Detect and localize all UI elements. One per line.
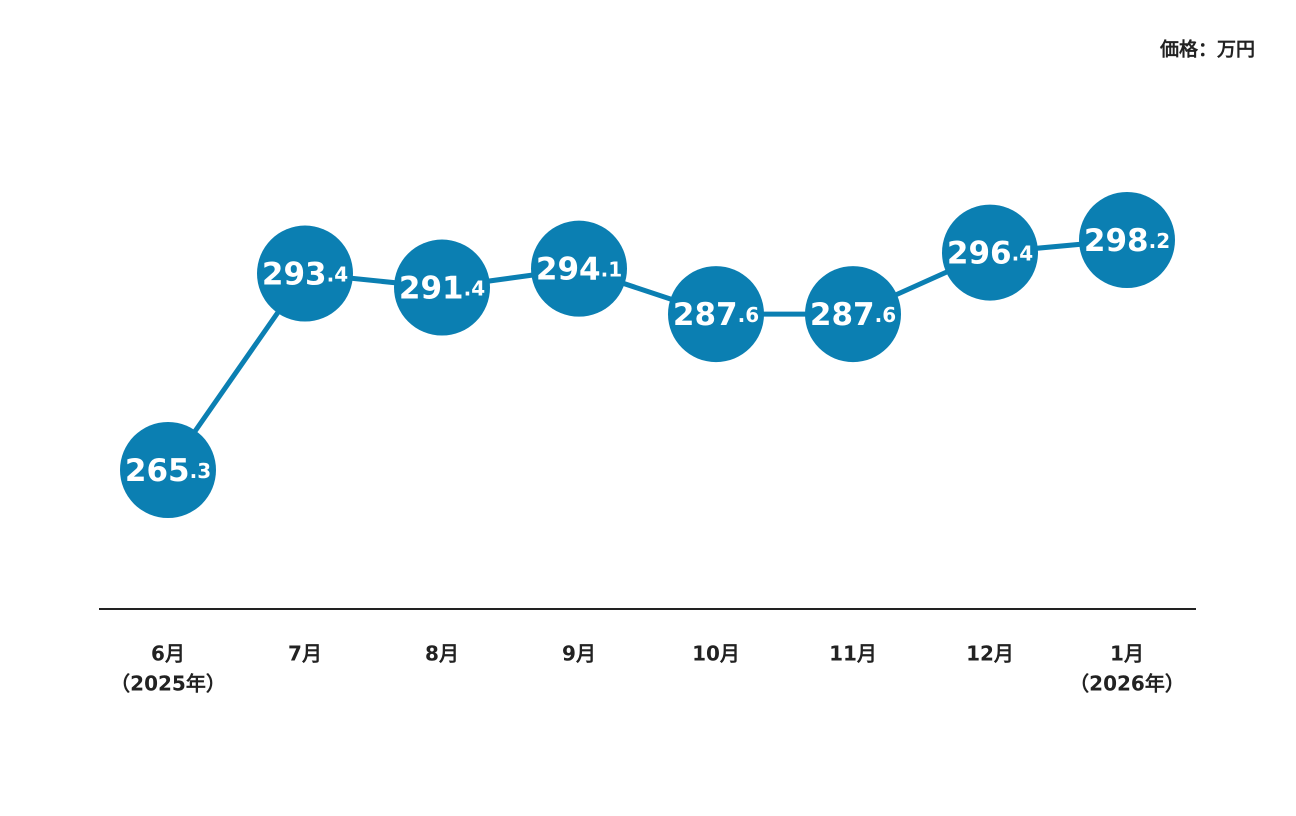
value-int: 291 [399,270,464,306]
point [805,266,901,363]
value-int: 265 [125,453,190,489]
point [120,422,216,518]
value-int: 293 [262,256,327,292]
value-int: 294 [536,251,601,287]
value-int: 296 [947,235,1012,271]
point [394,239,490,336]
x-tick-label: 11月 [829,642,877,666]
x-year-label: （2026年） [1069,672,1185,696]
point [668,266,764,363]
x-tick-label: 1月 [1110,642,1144,666]
x-tick-label: 6月 [151,642,185,666]
value-dec: .4 [327,262,349,286]
value-label: 293.4 [262,256,348,292]
unit-label: 価格：万円 [1159,38,1255,61]
value-label: 296.4 [947,235,1033,271]
value-dec: .4 [464,276,486,300]
value-label: 287.6 [810,297,896,333]
value-int: 298 [1084,223,1149,259]
x-tick-label: 8月 [425,642,459,666]
value-int: 287 [810,297,875,333]
point [257,225,353,322]
point [942,204,1038,301]
value-dec: .2 [1149,229,1171,253]
x-year-label: （2025年） [110,672,226,696]
x-tick-label: 12月 [966,642,1014,666]
x-tick-label: 7月 [288,642,322,666]
value-label: 298.2 [1084,223,1170,259]
value-int: 287 [673,297,738,333]
x-tick-label: 10月 [692,642,740,666]
value-dec: .6 [738,303,760,327]
point [531,220,627,317]
value-dec: .6 [875,303,897,327]
value-label: 265.3 [125,453,211,489]
value-dec: .3 [190,459,212,483]
value-dec: .1 [601,257,623,281]
value-label: 294.1 [536,251,622,287]
value-dec: .4 [1012,241,1034,265]
value-label: 287.6 [673,297,759,333]
point [1079,192,1175,288]
value-label: 291.4 [399,270,485,306]
x-tick-label: 9月 [562,642,596,666]
